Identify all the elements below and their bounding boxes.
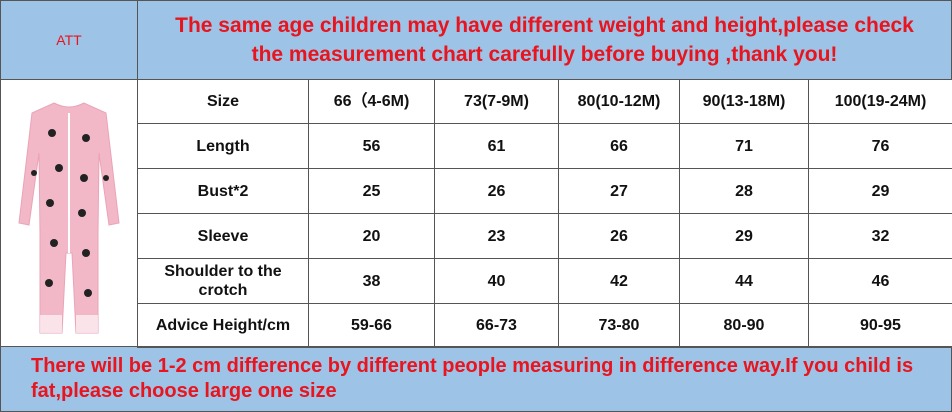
header-title-cell: The same age children may have different… xyxy=(137,0,952,80)
table-cell: Bust*2 xyxy=(137,168,309,214)
measurement: 90-95 xyxy=(860,317,901,334)
measurement: 38 xyxy=(362,272,381,290)
row-label: Bust*2 xyxy=(197,182,249,200)
table-cell: 59-66 xyxy=(308,303,435,348)
measurement: 61 xyxy=(487,137,506,155)
table-cell: 20 xyxy=(308,213,435,259)
table-cell: 80(10-12M) xyxy=(558,79,680,124)
measurement: 44 xyxy=(735,272,753,290)
table-cell: 66（4-6M) xyxy=(308,79,435,124)
measurement: 46 xyxy=(871,272,890,290)
measurement: 29 xyxy=(871,182,890,200)
table-cell: 90(13-18M) xyxy=(679,79,809,124)
table-cell: 29 xyxy=(679,213,809,259)
measurement: 28 xyxy=(735,182,753,200)
table-cell: 46 xyxy=(808,258,952,304)
table-cell: 73(7-9M) xyxy=(434,79,559,124)
measurement: 42 xyxy=(610,272,628,290)
measurement: 20 xyxy=(362,227,381,245)
measurement: 76 xyxy=(871,137,890,155)
footer-text: There will be 1-2 cm difference by diffe… xyxy=(31,355,914,402)
measurement: 66-73 xyxy=(476,317,517,334)
header-title: The same age children may have different… xyxy=(175,14,914,66)
measurement: 23 xyxy=(487,227,506,245)
table-cell: 90-95 xyxy=(808,303,952,348)
table-cell: 66 xyxy=(558,123,680,169)
size-label: 80(10-12M) xyxy=(577,93,661,110)
table-cell: 61 xyxy=(434,123,559,169)
table-cell: 26 xyxy=(558,213,680,259)
measurement: 66 xyxy=(610,137,628,155)
header-label: ATT xyxy=(56,32,82,48)
table-cell: 38 xyxy=(308,258,435,304)
row-label: Shoulder to the crotch xyxy=(164,263,282,299)
row-label: Sleeve xyxy=(197,227,249,245)
product-image-cell xyxy=(0,79,138,347)
table-cell: Length xyxy=(137,123,309,169)
table-cell: 42 xyxy=(558,258,680,304)
romper-image xyxy=(18,102,120,334)
footer-cell: There will be 1-2 cm difference by diffe… xyxy=(0,346,952,412)
measurement: 26 xyxy=(487,182,506,200)
table-cell: 56 xyxy=(308,123,435,169)
table-cell: 80-90 xyxy=(679,303,809,348)
table-cell: 25 xyxy=(308,168,435,214)
table-cell: Advice Height/cm xyxy=(137,303,309,348)
table-cell: 71 xyxy=(679,123,809,169)
measurement: 80-90 xyxy=(723,317,765,334)
measurement: 29 xyxy=(735,227,753,245)
table-cell: Shoulder to the crotch xyxy=(137,258,309,304)
table-cell: 26 xyxy=(434,168,559,214)
table-cell: 32 xyxy=(808,213,952,259)
table-cell: 28 xyxy=(679,168,809,214)
row-label: Size xyxy=(206,93,239,110)
measurement: 73-80 xyxy=(598,317,640,334)
header-label-cell: ATT xyxy=(0,0,138,80)
measurement: 59-66 xyxy=(351,317,392,334)
table-cell: 29 xyxy=(808,168,952,214)
size-label: 66（4-6M) xyxy=(333,93,410,110)
table-cell: Sleeve xyxy=(137,213,309,259)
measurement: 27 xyxy=(610,182,628,200)
table-cell: 44 xyxy=(679,258,809,304)
table-cell: 76 xyxy=(808,123,952,169)
measurement: 71 xyxy=(735,137,753,155)
table-cell: 40 xyxy=(434,258,559,304)
table-cell: 100(19-24M) xyxy=(808,79,952,124)
table-cell: 27 xyxy=(558,168,680,214)
measurement: 25 xyxy=(362,182,381,200)
row-label: Length xyxy=(196,137,250,155)
table-cell: 73-80 xyxy=(558,303,680,348)
measurement: 40 xyxy=(487,272,506,290)
row-label: Advice Height/cm xyxy=(155,317,291,334)
size-label: 100(19-24M) xyxy=(834,93,927,110)
table-cell: Size xyxy=(137,79,309,124)
size-label: 73(7-9M) xyxy=(464,93,529,110)
measurement: 26 xyxy=(610,227,628,245)
table-cell: 23 xyxy=(434,213,559,259)
size-label: 90(13-18M) xyxy=(702,93,786,110)
measurement: 56 xyxy=(362,137,381,155)
measurement: 32 xyxy=(871,227,890,245)
table-cell: 66-73 xyxy=(434,303,559,348)
